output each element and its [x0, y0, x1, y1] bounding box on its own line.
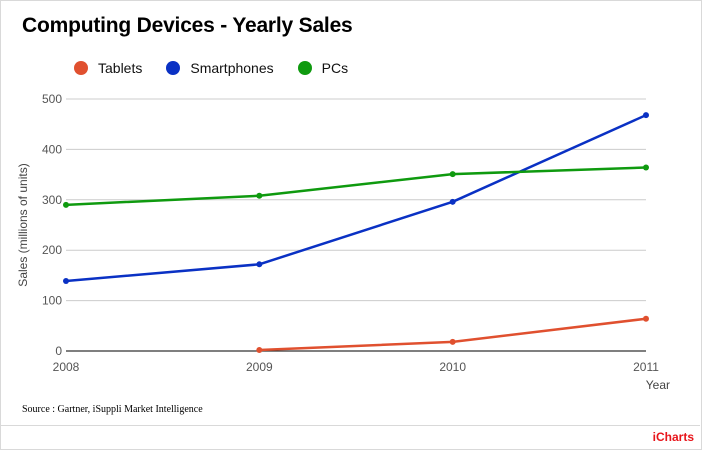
x-tick-label: 2010 [439, 360, 466, 374]
legend-label-smartphones: Smartphones [190, 60, 274, 76]
y-tick-label: 500 [42, 92, 62, 106]
data-point-tablets-2011 [643, 315, 649, 322]
legend-item-tablets[interactable]: Tablets [74, 60, 142, 76]
legend-label-tablets: Tablets [98, 60, 143, 76]
y-tick-label: 0 [55, 344, 62, 358]
line-chart: 0 100 200 300 400 500 2008 2009 2010 2011 Sales (m… [16, 92, 670, 392]
legend-label-pcs: PCs [321, 60, 349, 76]
y-tick-label: 400 [42, 142, 62, 156]
data-point-smartphones-2011 [643, 112, 649, 119]
chart-title: Computing Devices - Yearly Sales [22, 14, 353, 37]
data-point-pcs-2010 [449, 171, 456, 178]
source-note: Source : Gartner, iSuppli Market Intelli… [22, 404, 203, 415]
data-point-smartphones-2010 [449, 198, 456, 205]
x-tick-label: 2008 [53, 360, 80, 374]
legend-item-pcs[interactable]: PCs [297, 60, 349, 76]
series-line-pcs [65, 166, 647, 207]
chart-legend: Tablets Smartphones PCs [74, 58, 372, 78]
data-point-pcs-2009 [256, 192, 263, 199]
legend-marker-tablets [74, 61, 88, 75]
legend-marker-pcs [297, 61, 312, 75]
series-line-smartphones [65, 113, 647, 283]
y-axis-title: Sales (millions of units) [16, 163, 30, 286]
x-axis-title: Year [646, 378, 670, 392]
data-point-smartphones-2009 [256, 261, 263, 268]
y-tick-label: 100 [42, 294, 62, 308]
data-point-pcs-2008 [63, 201, 69, 208]
legend-item-smartphones[interactable]: Smartphones [166, 60, 274, 76]
data-point-pcs-2011 [643, 164, 649, 171]
footer-divider [0, 425, 700, 426]
x-tick-label: 2009 [246, 360, 273, 374]
y-tick-label: 300 [42, 193, 62, 207]
x-tick-label: 2011 [633, 360, 659, 374]
y-tick-label: 200 [42, 243, 62, 257]
data-point-tablets-2010 [449, 338, 456, 345]
legend-marker-smartphones [166, 61, 181, 75]
brand-logo[interactable]: iCharts [652, 430, 694, 444]
data-point-smartphones-2008 [63, 277, 69, 284]
series-line-tablets [259, 317, 647, 352]
data-point-tablets-2009 [256, 346, 263, 353]
